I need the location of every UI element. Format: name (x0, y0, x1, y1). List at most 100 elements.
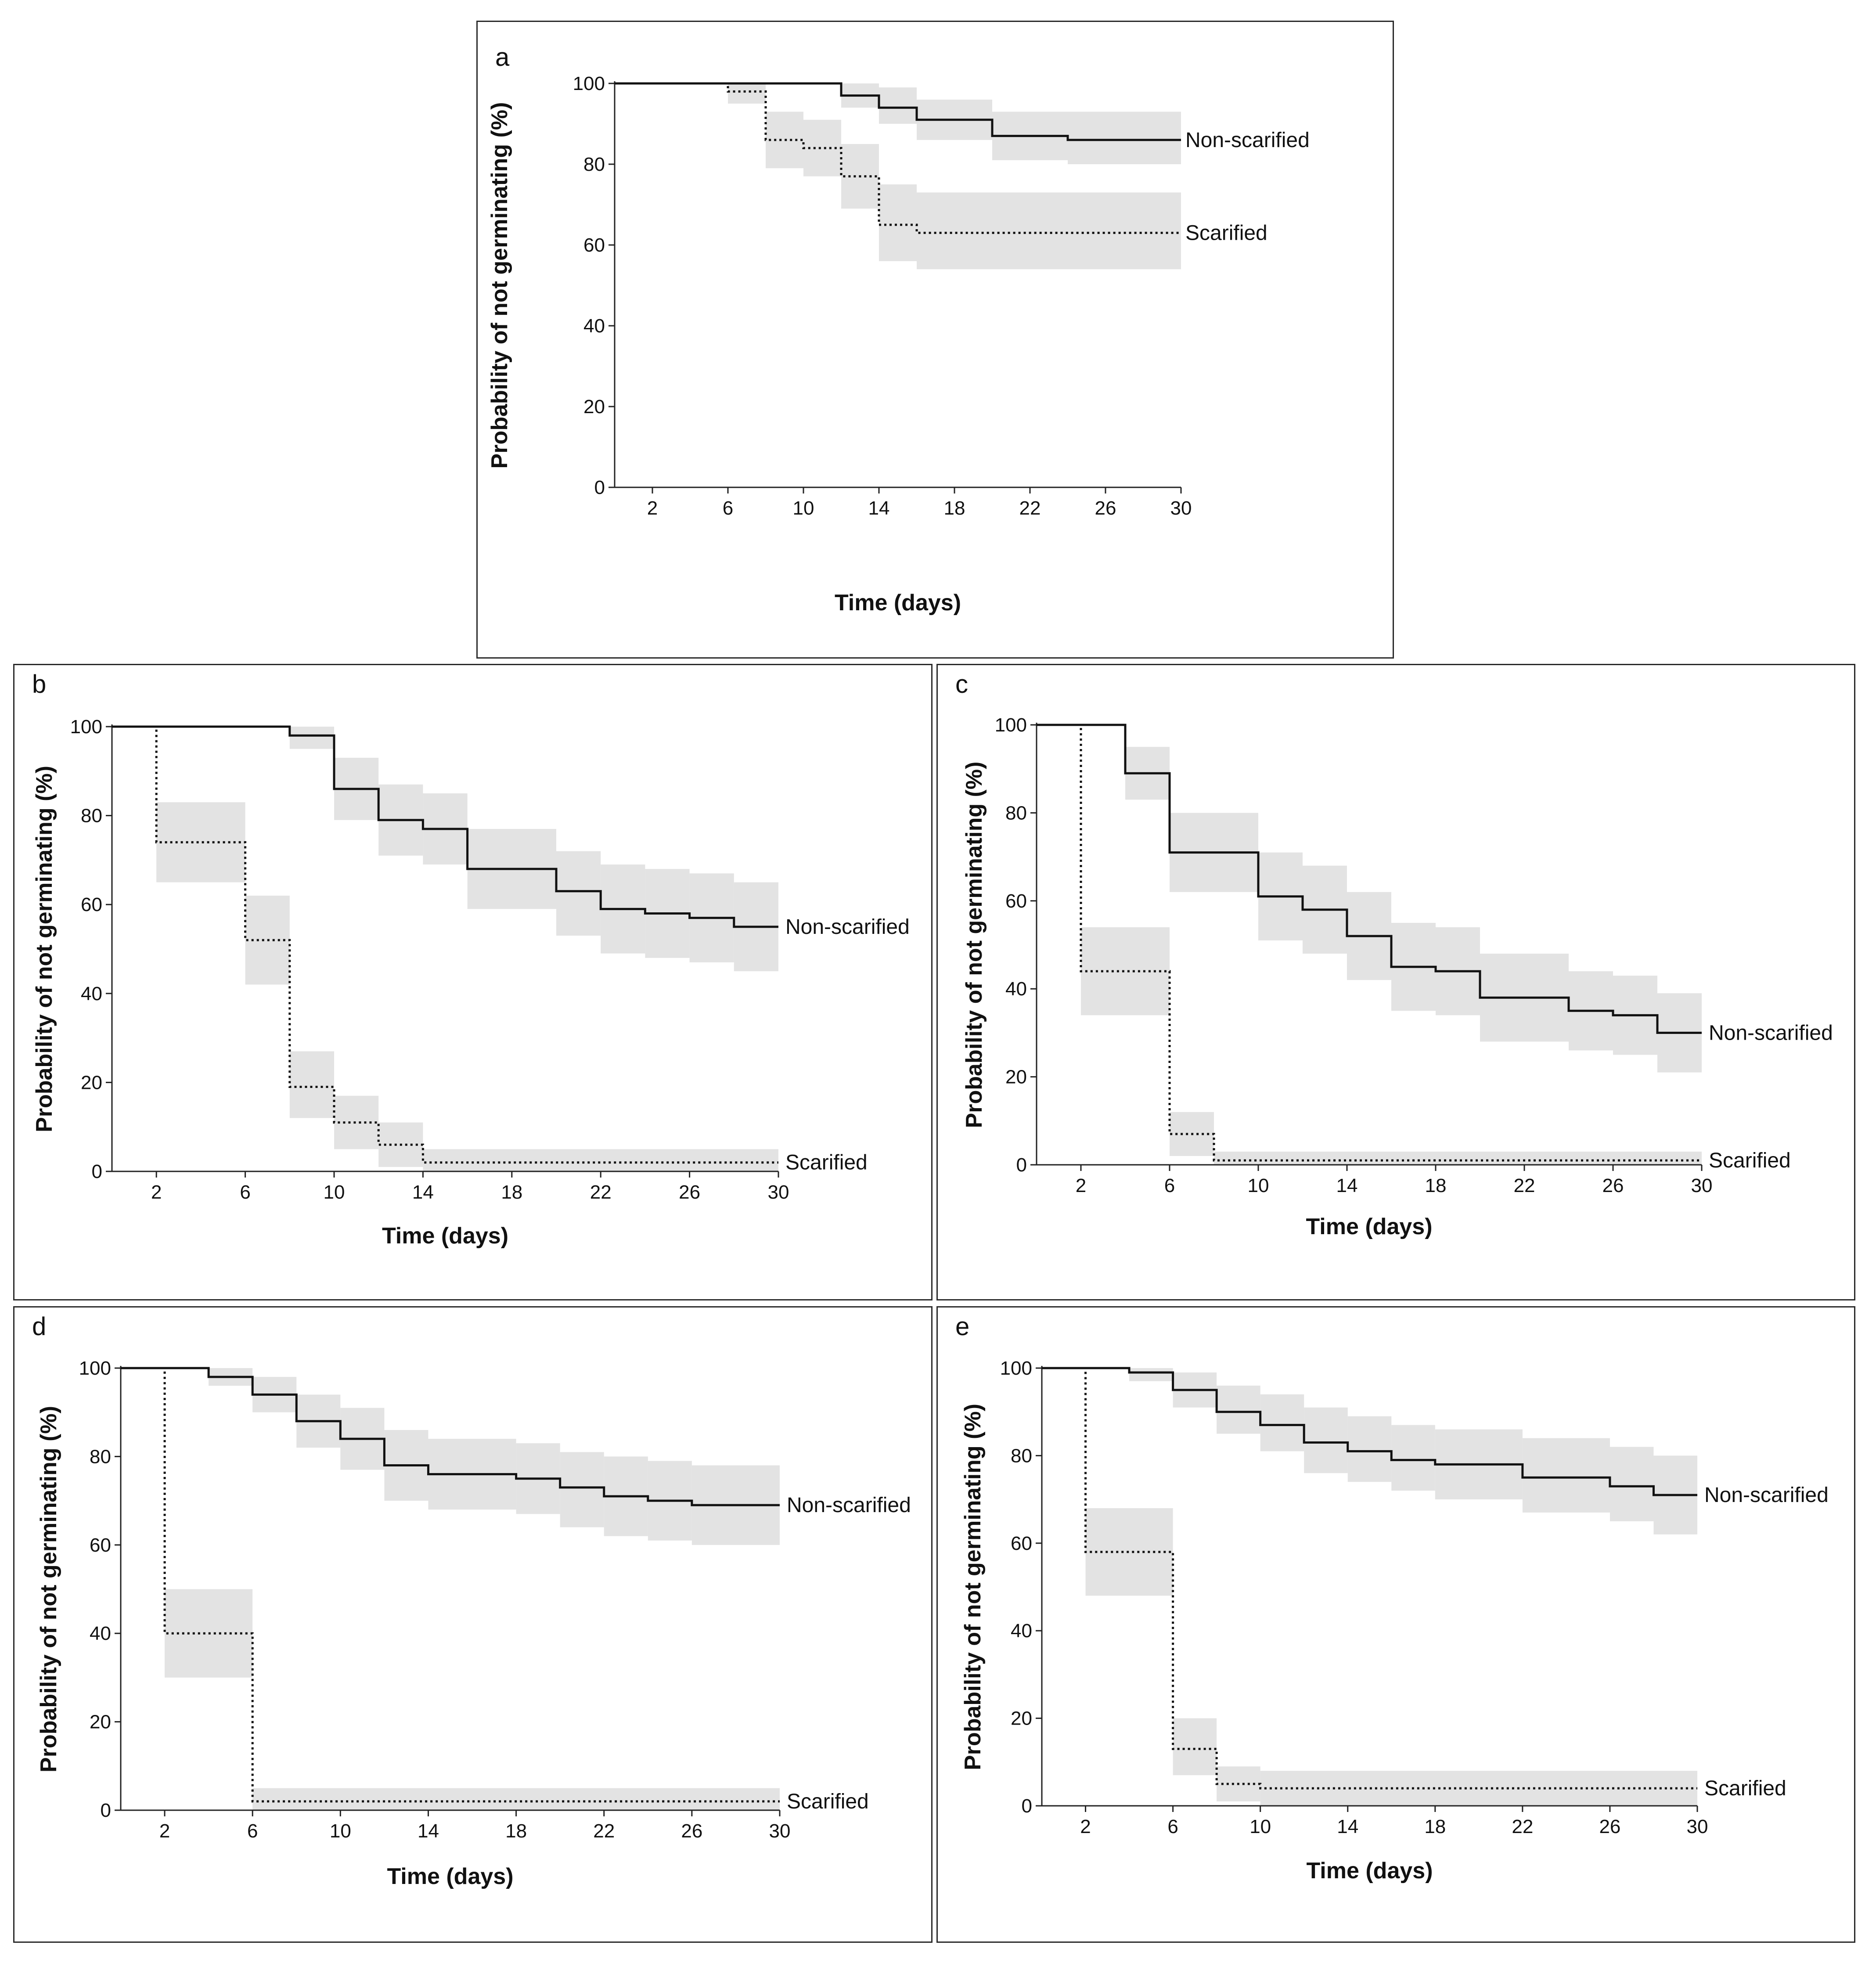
chart-b-ytick-label: 0 (92, 1161, 102, 1182)
chart-d-ytick-label: 100 (79, 1358, 111, 1379)
panel-d: d 0 20 40 60 80 100 2 6 10 14 18 22 26 30 Time (days) Pr… (13, 1306, 933, 1943)
chart-b-label-scarified: Scarified (785, 1151, 868, 1174)
chart-e-band-scarified-2 (1173, 1718, 1217, 1776)
chart-c-xtick-label: 18 (1425, 1175, 1447, 1196)
chart-e-xtick-label: 6 (1167, 1816, 1178, 1837)
chart-e-band-non-scarified-1 (1129, 1368, 1173, 1381)
chart-e-band-non-scarified-10 (1610, 1447, 1654, 1521)
chart-a-line-scarified (615, 82, 1181, 234)
chart-e-band-non-scarified-6 (1347, 1416, 1392, 1482)
chart-a-label-non-scarified: Non-scarified (1185, 129, 1310, 152)
chart-a-line-non-scarified (615, 82, 1181, 141)
chart-d-label-non-scarified: Non-scarified (787, 1494, 911, 1517)
chart-c-x-axis-title: Time (days) (1306, 1214, 1432, 1239)
chart-b-x-axis-title: Time (days) (382, 1223, 508, 1249)
chart-c-xtick-label: 6 (1164, 1175, 1175, 1196)
chart-c-ytick-label: 80 (1005, 802, 1027, 824)
chart-a-ytick-label: 40 (583, 315, 605, 337)
chart-a-band-scarified-1 (728, 83, 766, 104)
chart-a-xtick-label: 6 (723, 497, 733, 519)
panel-a-letter: a (495, 43, 510, 72)
panel-d-letter: d (32, 1312, 46, 1341)
chart-a-xtick-label: 10 (793, 497, 814, 519)
chart-e-line-scarified (1042, 1367, 1697, 1790)
chart-b-xtick-label: 6 (240, 1181, 250, 1203)
chart-d-label-scarified: Scarified (787, 1790, 869, 1813)
chart-c-label-non-scarified: Non-scarified (1709, 1021, 1833, 1045)
chart-c-xtick-label: 30 (1691, 1175, 1713, 1196)
chart-b-ytick-label: 40 (81, 983, 102, 1005)
chart-e-band-non-scarified-7 (1391, 1425, 1435, 1491)
chart-e-label-scarified: Scarified (1704, 1777, 1786, 1800)
chart-b-band-scarified-1 (156, 802, 245, 882)
chart-e-xtick-label: 30 (1687, 1816, 1708, 1837)
chart-c-ytick-label: 40 (1005, 978, 1027, 1000)
chart-c-ytick-label: 100 (995, 714, 1027, 736)
chart-d-ytick-label: 60 (90, 1534, 111, 1556)
panel-b-letter: b (32, 670, 46, 699)
chart-e-xtick-label: 22 (1512, 1816, 1533, 1837)
panel-c: c 0 20 40 60 80 100 2 6 10 14 18 22 26 30 Time (days) Pr… (936, 664, 1855, 1300)
chart-b-line-non-scarified (112, 725, 778, 928)
chart-a-xtick-label: 14 (868, 497, 890, 519)
chart-a-ytick-label: 60 (583, 234, 605, 256)
chart-d-ytick-label: 0 (101, 1800, 111, 1821)
chart-a-label-scarified: Scarified (1185, 221, 1267, 245)
chart-d-ytick-label: 40 (90, 1623, 111, 1644)
chart-d-xtick-label: 30 (769, 1820, 791, 1842)
chart-c-xtick-label: 26 (1602, 1175, 1624, 1196)
chart-e-ytick-label: 0 (1022, 1795, 1032, 1817)
chart-d-xtick-label: 14 (418, 1820, 439, 1842)
chart-e-xtick-label: 26 (1599, 1816, 1620, 1837)
chart-d-xtick-label: 26 (681, 1820, 702, 1842)
chart-b-band-scarified-4 (334, 1095, 379, 1149)
chart-e-band-non-scarified-3 (1217, 1385, 1260, 1434)
panel-c-letter: c (955, 670, 968, 699)
chart-b-band-scarified-3 (289, 1051, 334, 1118)
chart-a-xtick-label: 26 (1095, 497, 1116, 519)
chart-b-xtick-label: 26 (679, 1181, 700, 1203)
chart-c-ytick-label: 20 (1005, 1066, 1027, 1088)
chart-c-xtick-label: 10 (1248, 1175, 1269, 1196)
panel-a: a 0 20 40 60 80 100 2 6 10 14 18 22 26 30 Time (days) Pr… (476, 21, 1394, 659)
chart-b-band-non-scarified-6 (556, 851, 601, 936)
chart-d-line-non-scarified (121, 1367, 780, 1506)
chart-e-band-non-scarified-9 (1522, 1438, 1610, 1513)
chart-b-band-scarified-6 (423, 1149, 778, 1171)
chart-e-band-non-scarified-4 (1260, 1394, 1304, 1452)
panel-e-letter: e (955, 1312, 969, 1341)
chart-d-y-axis-title: Probability of not germinating (%) (36, 1406, 61, 1772)
chart-d-band-non-scarified-8 (560, 1452, 604, 1527)
chart-e-ytick-label: 40 (1011, 1620, 1032, 1642)
chart-b-band-non-scarified-1 (289, 727, 334, 749)
chart-a-band-non-scarified-2 (879, 87, 917, 124)
chart-c-line-non-scarified (1037, 724, 1702, 1034)
chart-c-label-scarified: Scarified (1709, 1149, 1791, 1172)
chart-a-band-scarified-5 (879, 184, 917, 261)
chart-c-band-scarified-1 (1081, 927, 1170, 1016)
chart-d-xtick-label: 10 (330, 1820, 351, 1842)
chart-e-xtick-label: 2 (1080, 1816, 1091, 1837)
chart-b-xtick-label: 10 (324, 1181, 345, 1203)
chart-c-xtick-label: 22 (1514, 1175, 1535, 1196)
chart-b-xtick-label: 14 (412, 1181, 434, 1203)
chart-d-ytick-label: 80 (90, 1446, 111, 1467)
chart-a-y-axis-title: Probability of not germinating (%) (487, 102, 512, 469)
chart-a-xtick-label: 22 (1019, 497, 1041, 519)
chart-d-line-scarified (121, 1367, 780, 1803)
chart-b-xtick-label: 2 (151, 1181, 162, 1203)
chart-d-ytick-label: 20 (90, 1711, 111, 1733)
chart-a-xtick-label: 18 (944, 497, 965, 519)
chart-e-ytick-label: 60 (1011, 1533, 1032, 1554)
chart-e-xtick-label: 10 (1249, 1816, 1271, 1837)
chart-c-line-scarified (1037, 724, 1702, 1162)
chart-c-ytick-label: 60 (1005, 890, 1027, 912)
chart-a-ytick-label: 100 (573, 73, 605, 94)
chart-c-xtick-label: 14 (1336, 1175, 1358, 1196)
chart-b-ytick-label: 60 (81, 894, 102, 915)
chart-e-ytick-label: 20 (1011, 1708, 1032, 1729)
chart-a-xtick-label: 30 (1170, 497, 1192, 519)
chart-d-xtick-label: 2 (159, 1820, 170, 1842)
